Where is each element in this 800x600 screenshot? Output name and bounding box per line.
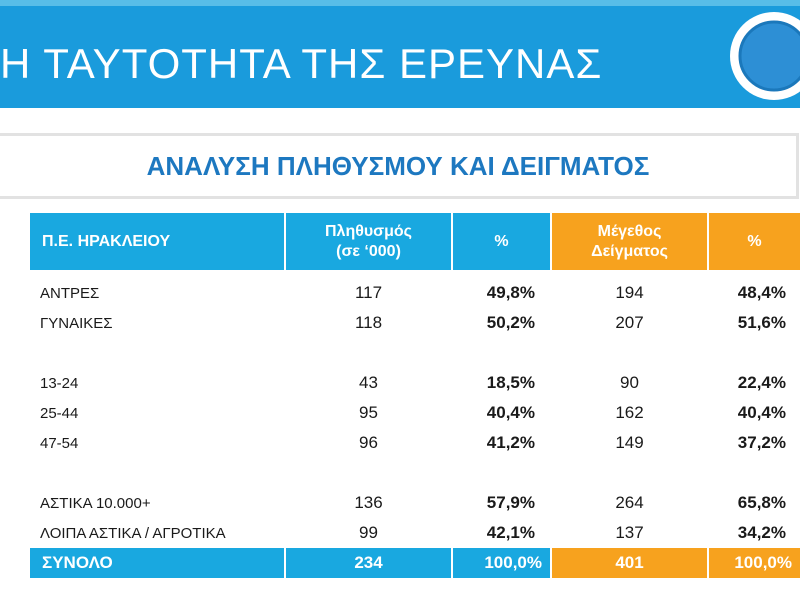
table-header-row: Π.Ε. ΗΡΑΚΛΕΙΟΥ Πληθυσμός (σε ‘000) % Μέγ… — [30, 213, 800, 270]
sample-value: 264 — [615, 493, 644, 512]
sample-pct: 22,4% — [737, 373, 786, 392]
table-row: ΑΝΤΡΕΣ 117 49,8% 194 48,4% — [30, 278, 800, 308]
table-row: ΓΥΝΑΙΚΕΣ 118 50,2% 207 51,6% — [30, 308, 800, 338]
total-population-pct: 100,0% — [451, 548, 551, 578]
population-pct: 42,1% — [486, 523, 535, 542]
sample-value: 137 — [615, 523, 644, 542]
population-pct: 50,2% — [486, 313, 535, 332]
sample-pct: 51,6% — [737, 313, 786, 332]
col-header-population: Πληθυσμός (σε ‘000) — [284, 213, 452, 270]
population-value: 117 — [354, 283, 383, 302]
population-pct: 57,9% — [486, 493, 535, 512]
population-value: 96 — [359, 433, 378, 452]
population-sample-table: Π.Ε. ΗΡΑΚΛΕΙΟΥ Πληθυσμός (σε ‘000) % Μέγ… — [30, 213, 800, 578]
row-label: ΛΟΙΠΑ ΑΣΤΙΚΑ / ΑΓΡΟΤΙΚΑ — [40, 524, 226, 542]
sample-pct: 48,4% — [737, 283, 786, 302]
col-header-sample-pct: % — [707, 213, 800, 270]
sample-value: 194 — [615, 283, 644, 302]
total-population: 234 — [284, 548, 452, 578]
table-row: ΛΟΙΠΑ ΑΣΤΙΚΑ / ΑΓΡΟΤΙΚΑ 99 42,1% 137 34,… — [30, 518, 800, 548]
page-title: Η ΤΑΥΤΟΤΗΤΑ ΤΗΣ ΕΡΕΥΝΑΣ — [0, 40, 603, 87]
sample-pct: 34,2% — [737, 523, 786, 542]
total-sample: 401 — [550, 548, 708, 578]
sample-value: 162 — [615, 403, 644, 422]
section-subtitle: ΑΝΑΛΥΣΗ ΠΛΗΘΥΣΜΟΥ ΚΑΙ ΔΕΙΓΜΑΤΟΣ — [146, 151, 650, 181]
population-value: 95 — [359, 403, 378, 422]
sample-value: 207 — [615, 313, 644, 332]
population-value: 118 — [354, 313, 383, 332]
col-header-pop-pct: % — [451, 213, 551, 270]
table-row: 47-54 96 41,2% 149 37,2% — [30, 428, 800, 458]
sample-pct: 40,4% — [737, 403, 786, 422]
header-band — [0, 0, 800, 120]
population-value: 43 — [359, 373, 378, 392]
row-label: ΑΝΤΡΕΣ — [40, 284, 100, 302]
row-label: 25-44 — [40, 404, 79, 422]
col-header-population-line1: Πληθυσμός — [324, 222, 412, 240]
population-value: 136 — [354, 493, 383, 512]
population-pct: 41,2% — [486, 433, 535, 452]
sample-value: 90 — [620, 373, 639, 392]
header-stripe-bottom — [0, 108, 800, 120]
population-value: 99 — [359, 523, 378, 542]
sample-pct: 37,2% — [737, 433, 786, 452]
col-header-region: Π.Ε. ΗΡΑΚΛΕΙΟΥ — [30, 213, 285, 270]
row-label: 13-24 — [40, 374, 79, 392]
sample-value: 149 — [615, 433, 644, 452]
col-header-sample-line2: Δείγματος — [591, 242, 668, 260]
col-header-sample: Μέγεθος Δείγματος — [550, 213, 708, 270]
sample-pct: 65,8% — [737, 493, 786, 512]
header-stripe-top — [0, 0, 800, 6]
col-header-sample-line1: Μέγεθος — [597, 222, 662, 240]
population-pct: 49,8% — [486, 283, 535, 302]
row-label: 47-54 — [40, 434, 79, 452]
row-label: ΑΣΤΙΚΑ 10.000+ — [40, 494, 151, 512]
col-header-population-line2: (σε ‘000) — [336, 242, 401, 260]
row-label: ΓΥΝΑΙΚΕΣ — [40, 314, 113, 332]
population-pct: 40,4% — [486, 403, 535, 422]
table-row: 25-44 95 40,4% 162 40,4% — [30, 398, 800, 428]
population-pct: 18,5% — [486, 373, 535, 392]
total-sample-pct: 100,0% — [707, 548, 800, 578]
table-row: 13-24 43 18,5% 90 22,4% — [30, 368, 800, 398]
total-row: ΣΥΝΟΛΟ 234 100,0% 401 100,0% — [30, 548, 800, 578]
table-row: ΑΣΤΙΚΑ 10.000+ 136 57,9% 264 65,8% — [30, 488, 800, 518]
subtitle-box: ΑΝΑΛΥΣΗ ΠΛΗΘΥΣΜΟΥ ΚΑΙ ΔΕΙΓΜΑΤΟΣ — [0, 133, 799, 199]
total-label: ΣΥΝΟΛΟ — [30, 548, 285, 578]
magnifier-icon — [730, 12, 800, 100]
